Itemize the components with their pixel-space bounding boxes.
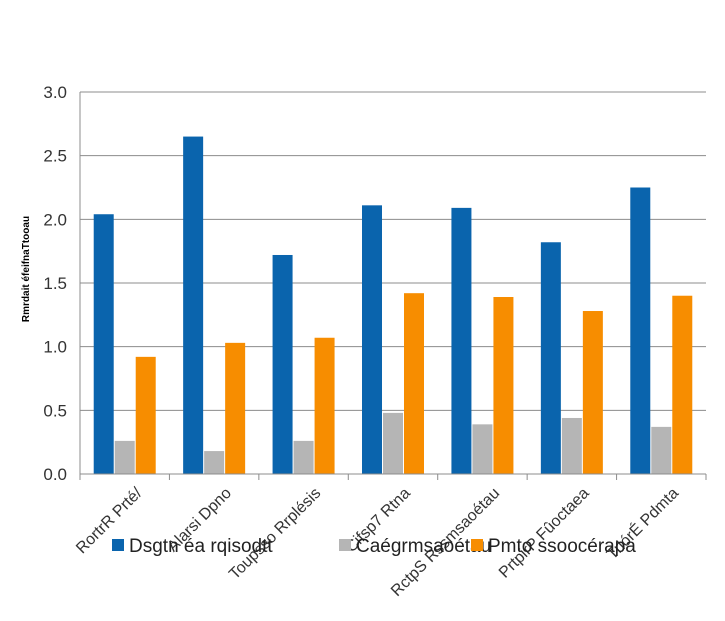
bar [630,187,651,474]
bar [404,293,424,474]
y-axis-ticks: 0.0 0.5 1.0 1.5 2.0 2.5 3.0 [43,83,67,484]
x-tick-label: PrtpirP Fûoctaea [496,485,593,582]
gridlines [80,91,706,411]
y-tick-label: 0.5 [43,401,67,420]
bar [582,311,603,474]
y-axis-label: Rmrdait éfeifnaTtooau [21,216,32,322]
bar [383,412,403,474]
bar [651,426,672,474]
legend-label: Pmto ssoocérapa [488,536,636,557]
legend-swatch [112,539,124,551]
bar [225,342,246,474]
y-tick-label: 1.5 [43,274,67,293]
y-tick-label: 2.0 [43,210,67,229]
bars [93,136,693,475]
bar [362,205,382,474]
axes [79,92,707,480]
y-tick-label: 3.0 [43,83,67,102]
bar [472,424,493,474]
bar [561,417,582,474]
y-tick-label: 1.0 [43,338,67,357]
bar [272,254,293,474]
bar [314,337,335,474]
legend-label: Caégrmsaoétau [356,536,491,557]
y-tick-label: 2.5 [43,147,67,166]
bar [93,214,114,475]
bar [183,136,204,475]
legend-swatch [471,539,483,551]
bar [493,297,514,474]
legend-label: Dsgtn éa rqisodtt [129,536,273,557]
bar [451,207,472,474]
bar [135,356,156,474]
x-tick-label: Toupsso Rrplésis [226,485,324,583]
y-tick-label: 0.0 [43,465,67,484]
bar [114,440,135,474]
bar [293,440,314,474]
bar [672,295,693,474]
bar [204,451,225,474]
bar [540,242,561,474]
legend-swatch [339,539,351,551]
